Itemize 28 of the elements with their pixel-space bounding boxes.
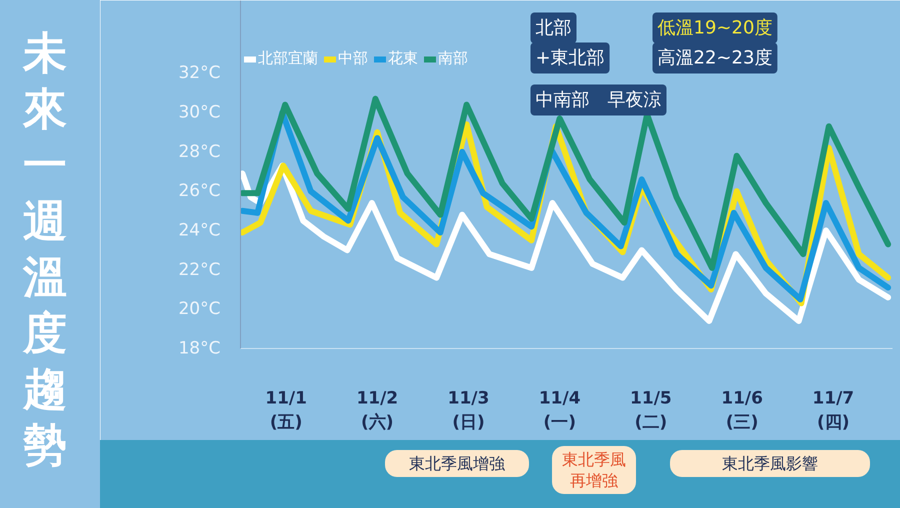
x-tick-label: 11/6 (三) [721,388,763,432]
annotation: 高溫22~23度 [658,48,772,68]
text: 東北季風再增強 [552,446,636,494]
y-tick-label: 30°C [178,102,221,123]
legend-label: 中部 [338,49,368,68]
annotation: 北部 [536,18,572,38]
y-tick-label: 32°C [178,63,221,84]
annotation: 低溫19~20度 [658,18,772,38]
x-tick-label: 11/1 (五) [265,388,307,432]
text: 未來一週溫度趨勢 [22,27,68,473]
annotation: +東北部 [536,48,605,68]
legend-label: 北部宜蘭 [258,49,318,68]
legend-label: 花東 [388,49,418,68]
y-tick-label: 28°C [178,142,221,162]
text: 東北季風增強 [385,450,529,477]
x-tick-label: 11/2 (六) [356,388,398,432]
text: 東北季風影響 [670,450,870,477]
x-tick-label: 11/4 (一) [538,388,581,432]
x-tick-label: 11/3 (日) [448,388,490,432]
x-tick-label: 11/5 (二) [630,388,672,432]
y-tick-label: 22°C [178,260,221,280]
legend-label: 南部 [438,49,468,68]
annotation: 中南部 早夜涼 [536,90,662,110]
y-tick-label: 20°C [178,299,221,320]
y-tick-label: 18°C [178,338,221,358]
y-tick-label: 26°C [178,181,221,202]
y-tick-label: 24°C [178,220,221,241]
x-tick-label: 11/7 (四) [812,388,854,432]
